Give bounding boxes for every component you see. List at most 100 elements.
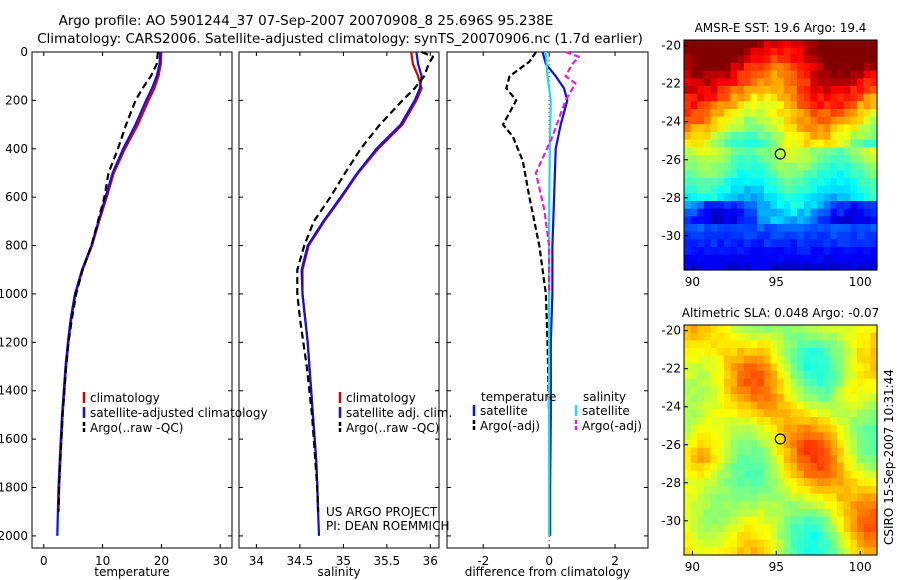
sst-map-cell — [743, 170, 752, 179]
sla-map-cell — [697, 532, 705, 541]
sst-map-cell — [823, 109, 832, 118]
sst-map-cell — [730, 47, 738, 56]
sst-map-cell — [743, 93, 752, 102]
sst-map-cell — [777, 116, 785, 125]
sla-map-cell — [863, 371, 871, 380]
sla-map-cell — [743, 325, 752, 334]
sla-map-cell — [797, 524, 805, 533]
sst-map-cell — [817, 231, 825, 240]
sla-map-cell — [743, 355, 752, 364]
sst-map-cell — [830, 185, 838, 194]
sst-map-cell — [870, 224, 878, 233]
difference-legend-2: satellite — [582, 404, 630, 418]
sst-map-cell — [830, 147, 838, 156]
sst-map-cell — [710, 86, 718, 95]
sla-map-cell — [857, 355, 865, 364]
sla-map-cell — [717, 547, 725, 556]
sla-map-cell — [730, 417, 738, 426]
sst-map-cell — [797, 239, 805, 248]
sla-map-cell — [870, 547, 878, 556]
sst-map-cell — [823, 132, 832, 141]
sla-map-cell — [783, 470, 792, 479]
sla-map-cell — [690, 409, 698, 418]
sla-map-cell — [863, 363, 871, 372]
sla-map-cell — [810, 401, 818, 410]
sla-map-cell — [757, 447, 765, 456]
sla-map-cell — [710, 447, 718, 456]
sla-map-cell — [783, 409, 792, 418]
sst-map-cell — [783, 47, 792, 56]
sla-map-cell — [870, 409, 878, 418]
sla-map-cell — [737, 355, 745, 364]
sla-map-cell — [837, 493, 845, 502]
sst-map-cell — [757, 132, 765, 141]
sla-map-cell — [857, 539, 865, 548]
sst-map-cell — [863, 101, 871, 110]
sst-map-cell — [743, 116, 752, 125]
sst-map-cell — [857, 201, 865, 210]
sst-map-cell — [737, 70, 745, 79]
sla-map-cell — [743, 417, 752, 426]
sla-map-cell — [757, 524, 765, 533]
sla-map-cell — [757, 501, 765, 510]
sla-map-cell — [770, 432, 778, 441]
sst-map-cell — [703, 93, 712, 102]
sla-map-cell — [863, 547, 871, 556]
sla-map-cell — [863, 378, 871, 387]
sla-map-cell — [803, 401, 812, 410]
sst-map-cell — [710, 40, 718, 49]
sla-map-cell — [823, 478, 832, 487]
sla-map-cell — [757, 516, 765, 525]
sla-map-xtick-label: 100 — [849, 560, 872, 574]
sst-map-cell — [857, 124, 865, 133]
sst-map-cell — [810, 162, 818, 171]
sla-map-cell — [710, 463, 718, 472]
sst-map-cell — [690, 155, 698, 164]
sla-map-cell — [870, 539, 878, 548]
sst-map-cell — [790, 70, 798, 79]
sla-map-cell — [810, 440, 818, 449]
sla-map-cell — [717, 386, 725, 395]
sla-map-cell — [843, 539, 851, 548]
sst-map-cell — [830, 201, 838, 210]
sla-map-cell — [797, 463, 805, 472]
sst-map-cell — [703, 170, 712, 179]
sla-map-cell — [797, 501, 805, 510]
sla-map-cell — [690, 486, 698, 495]
sst-map-cell — [757, 224, 765, 233]
sla-map-cell — [697, 355, 705, 364]
sla-map-cell — [703, 371, 712, 380]
sla-map-cell — [777, 363, 785, 372]
sla-map-xtick-label: 95 — [769, 560, 784, 574]
sst-map-cell — [743, 216, 752, 225]
sla-map-cell — [763, 440, 772, 449]
sst-map-cell — [803, 86, 812, 95]
sla-map-cell — [743, 371, 752, 380]
sla-map-cell — [837, 332, 845, 341]
sla-map-cell — [763, 547, 772, 556]
sla-map-cell — [703, 501, 712, 510]
sla-map-cell — [843, 325, 851, 334]
difference-legend-header-salinity: salinity — [583, 390, 626, 404]
difference-xtick-label: -2 — [477, 554, 489, 568]
sst-map-cell — [870, 132, 878, 141]
sst-map-cell — [843, 63, 851, 72]
sla-map-cell — [837, 547, 845, 556]
sla-map-cell — [730, 325, 738, 334]
sst-map-cell — [770, 40, 778, 49]
sst-map-cell — [777, 193, 785, 202]
sst-map-cell — [777, 40, 785, 49]
sla-map-cell — [730, 493, 738, 502]
sla-map-cell — [817, 470, 825, 479]
sst-map-cell — [763, 247, 772, 256]
sst-map-cell — [843, 185, 851, 194]
sla-map-cell — [850, 547, 858, 556]
sst-map-cell — [763, 178, 772, 187]
sst-map-cell — [717, 155, 725, 164]
sla-map-cell — [757, 363, 765, 372]
sla-map-cell — [870, 325, 878, 334]
sla-map-cell — [717, 355, 725, 364]
sla-map-cell — [684, 332, 692, 341]
sla-map-cell — [817, 455, 825, 464]
sla-map-cells — [684, 325, 878, 556]
